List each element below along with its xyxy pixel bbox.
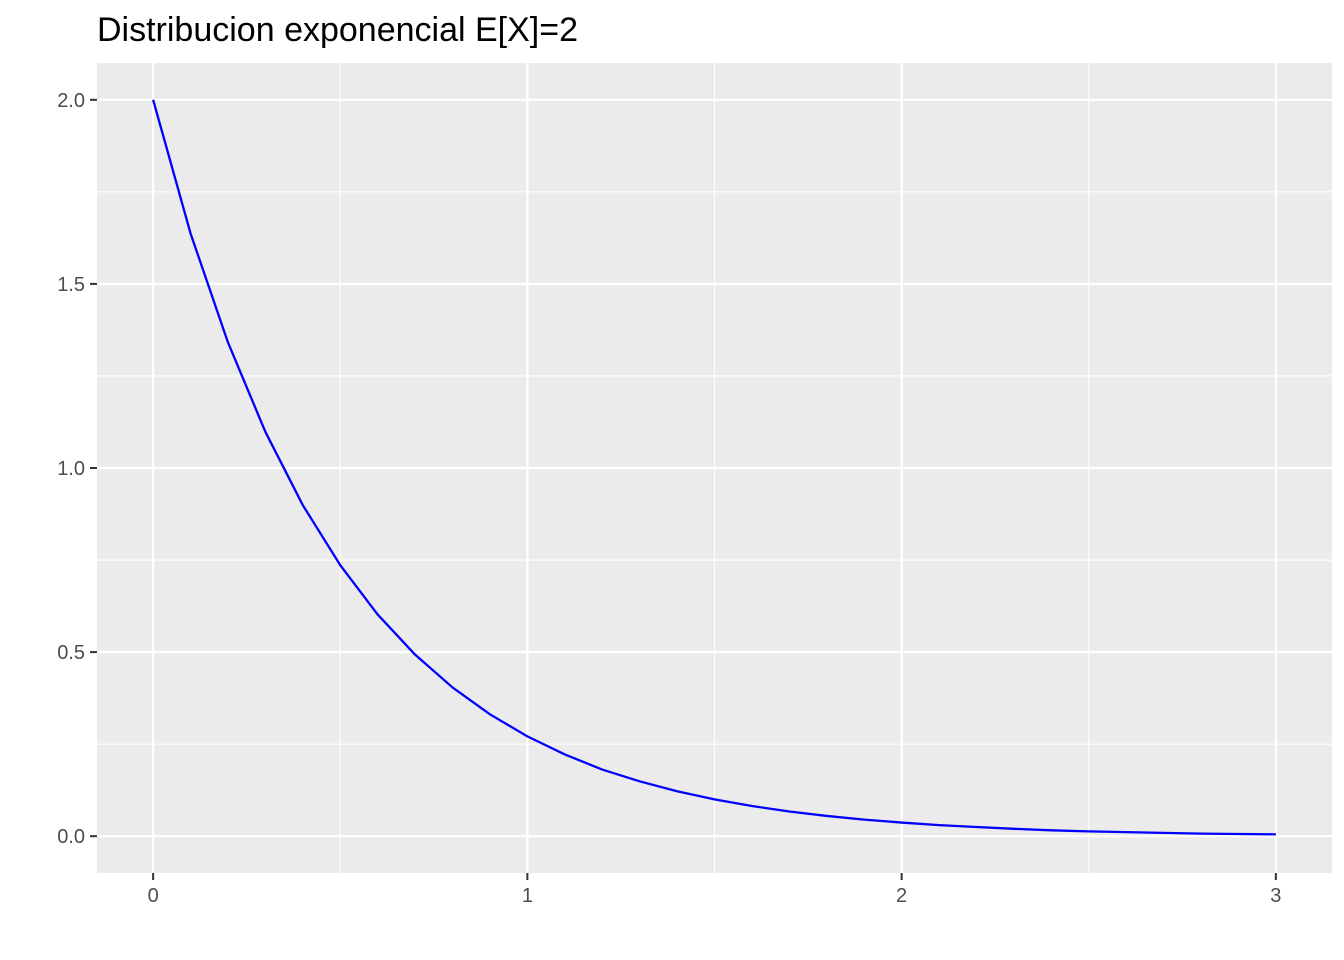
series-line xyxy=(152,99,1276,836)
y-tick-label: 2.0 xyxy=(57,90,85,112)
y-tick-label: 1.5 xyxy=(57,274,85,296)
y-tick-label: 0.5 xyxy=(57,642,85,664)
y-tick-label: 1.0 xyxy=(57,458,85,480)
major-grid xyxy=(97,63,1332,873)
x-tick-label: 2 xyxy=(896,885,907,907)
x-tick-label: 1 xyxy=(522,885,533,907)
chart-title: Distribucion exponencial E[X]=2 xyxy=(97,11,578,49)
y-axis: 0.0 0.5 1.0 1.5 2.0 xyxy=(57,90,97,848)
y-tick-label: 0.0 xyxy=(57,826,85,848)
x-axis: 0 1 2 3 xyxy=(148,873,1281,907)
x-tick-label: 3 xyxy=(1270,885,1281,907)
x-tick-label: 0 xyxy=(148,885,159,907)
